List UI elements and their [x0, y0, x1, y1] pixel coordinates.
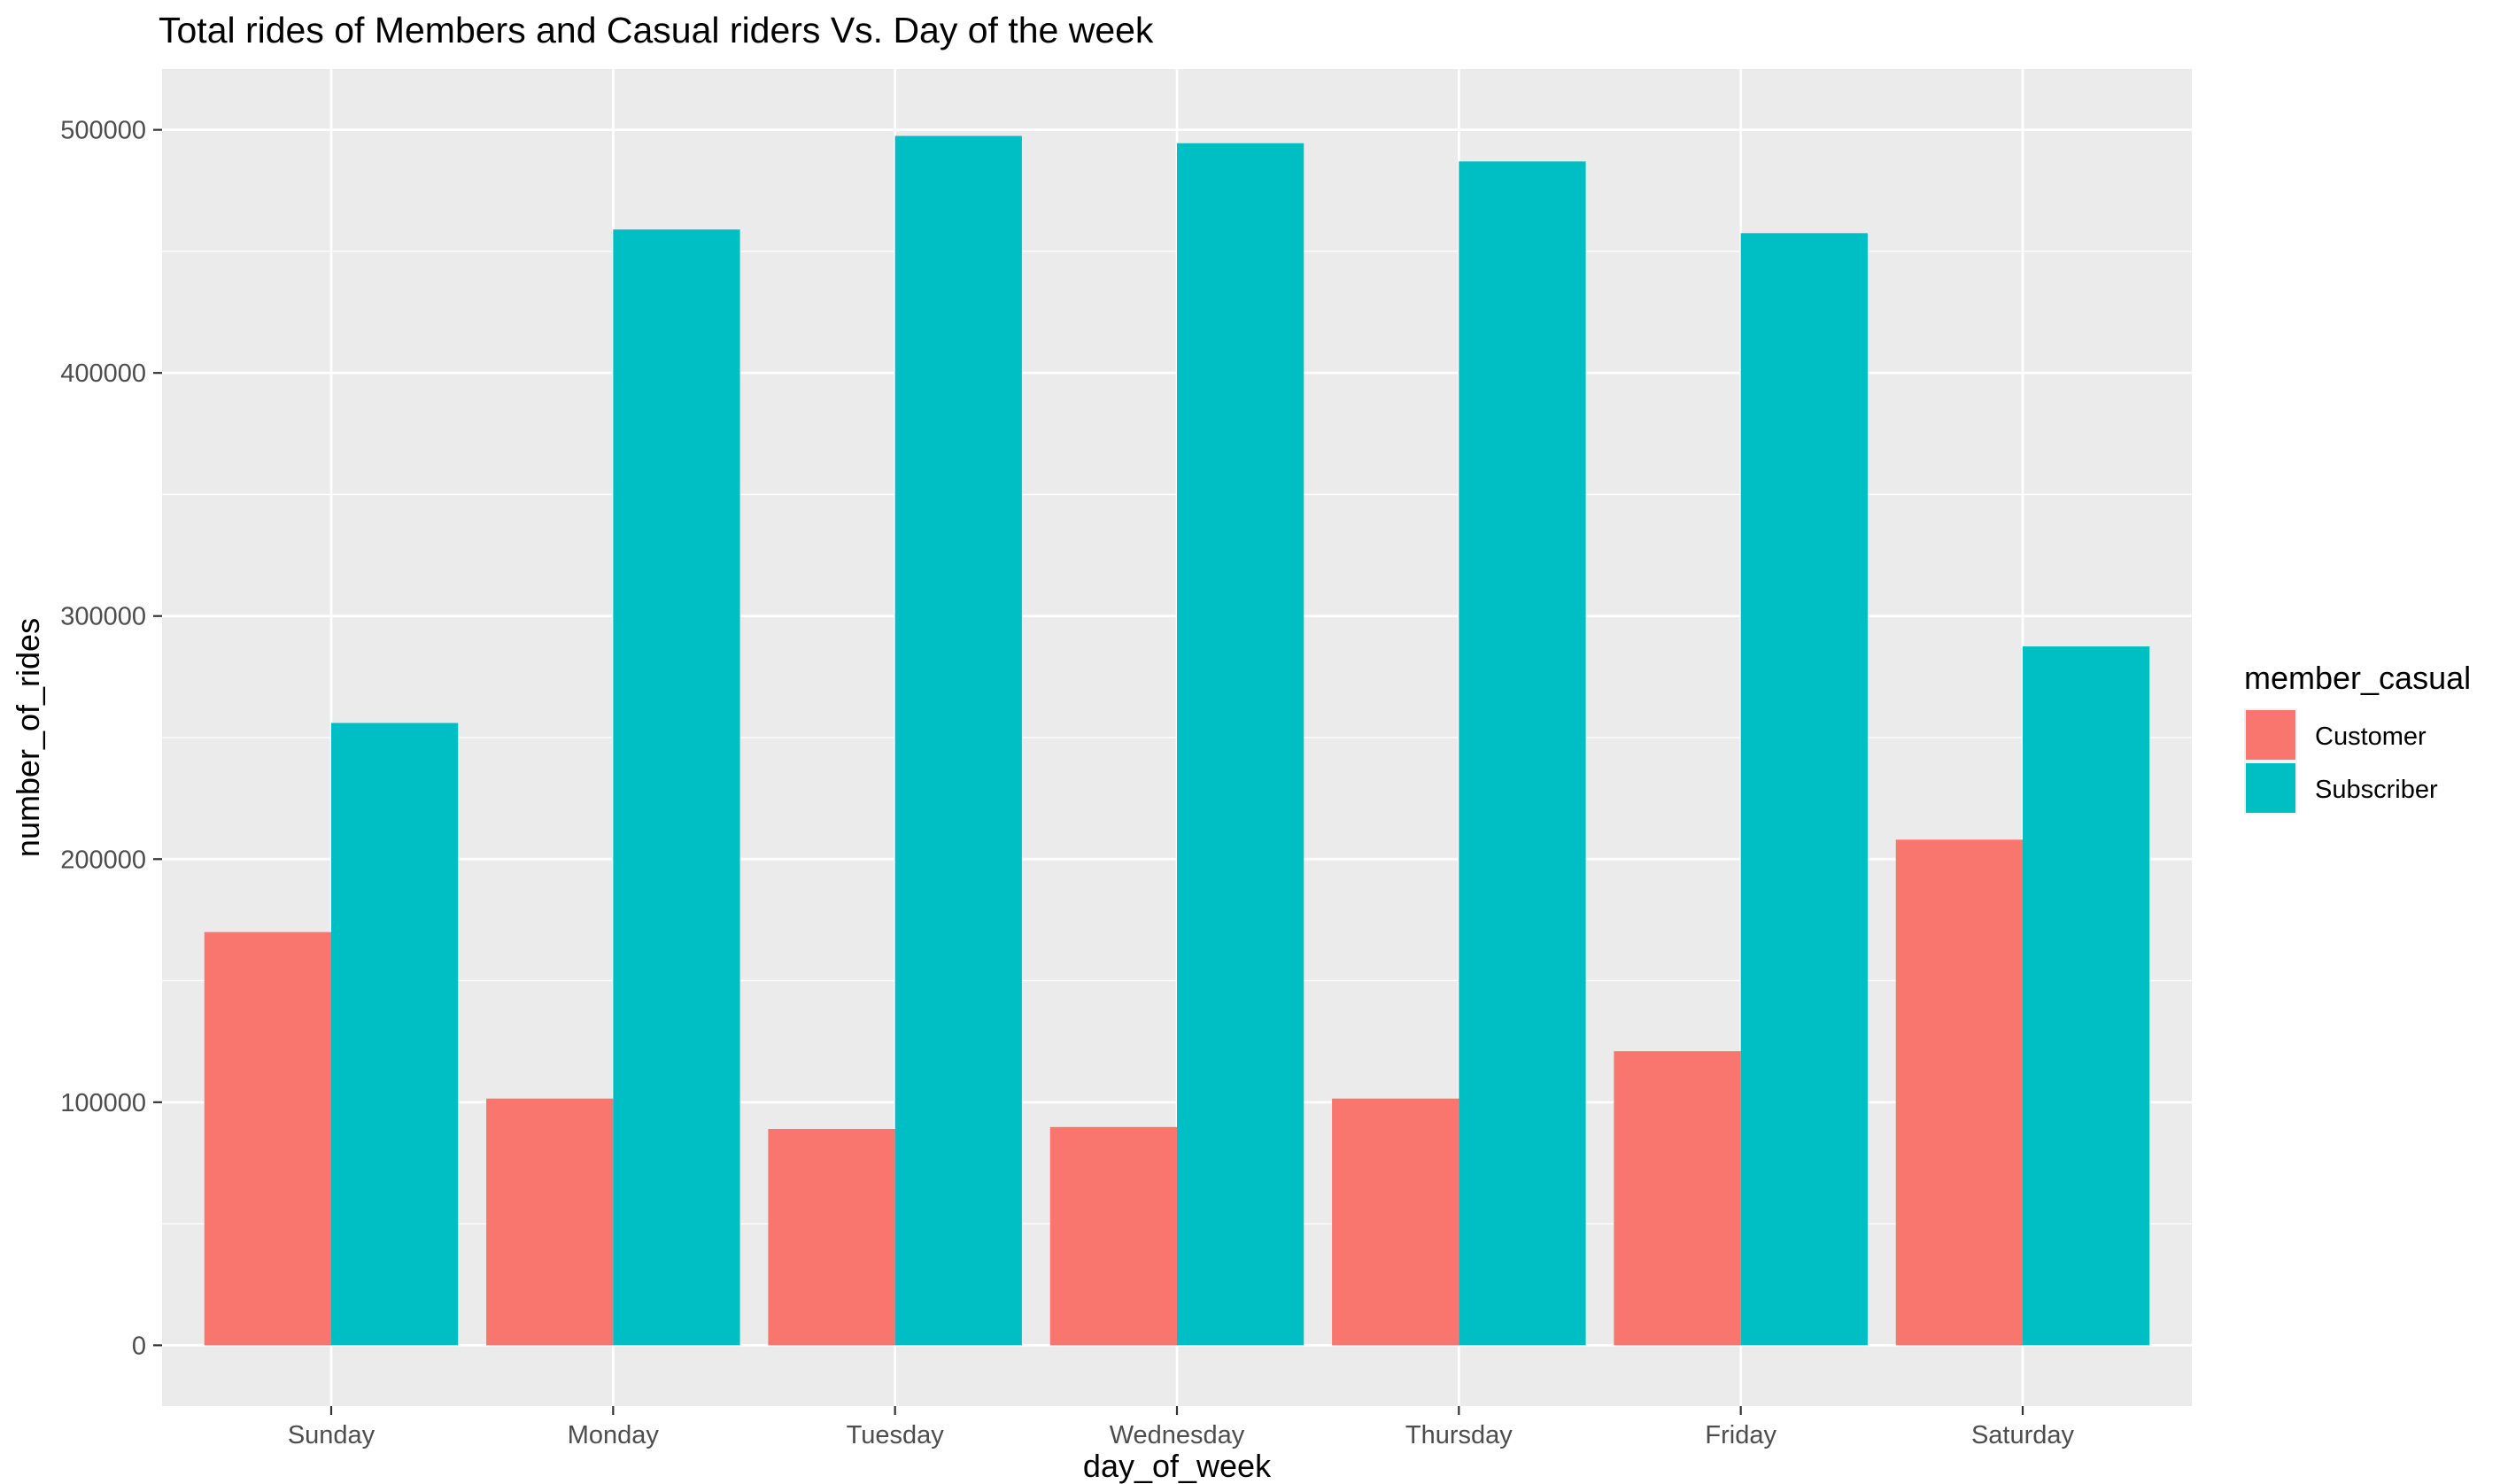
legend-key-customer: [2246, 710, 2295, 760]
y-tick-label: 300000: [60, 603, 146, 631]
y-tick-label: 100000: [60, 1089, 146, 1117]
legend-title: member_casual: [2244, 660, 2471, 696]
bar-customer-monday: [486, 1098, 614, 1346]
y-tick-label: 200000: [60, 846, 146, 874]
x-tick-label-monday: Monday: [568, 1421, 660, 1449]
legend-key-subscriber: [2246, 763, 2295, 813]
x-tick-label-saturday: Saturday: [1971, 1421, 2075, 1449]
bar-customer-friday: [1614, 1051, 1741, 1346]
bar-customer-thursday: [1332, 1098, 1459, 1346]
x-tick-label-thursday: Thursday: [1405, 1421, 1513, 1449]
chart-title: Total rides of Members and Casual riders…: [159, 10, 1154, 50]
x-axis-title: day_of_week: [1083, 1448, 1272, 1484]
bar-subscriber-sunday: [331, 723, 459, 1346]
y-axis-ticks: 0 100000 200000 300000 400000 500000: [60, 117, 162, 1360]
bar-subscriber-saturday: [2023, 646, 2150, 1346]
bar-subscriber-tuesday: [894, 135, 1022, 1346]
legend-label-customer: Customer: [2315, 723, 2427, 751]
x-tick-label-sunday: Sunday: [288, 1421, 375, 1449]
bar-subscriber-friday: [1740, 233, 1868, 1346]
y-tick-label: 500000: [60, 117, 146, 145]
bar-subscriber-thursday: [1459, 161, 1586, 1346]
bar-subscriber-wednesday: [1177, 143, 1304, 1346]
x-axis-ticks: Sunday Monday Tuesday Wednesday Thursday Frid…: [288, 1406, 2075, 1449]
bar-customer-wednesday: [1049, 1126, 1177, 1346]
x-tick-label-tuesday: Tuesday: [847, 1421, 945, 1449]
bars: [204, 135, 2150, 1346]
y-tick-label: 0: [132, 1332, 146, 1360]
y-axis-title: number_of_rides: [10, 618, 46, 857]
legend: member_casual Customer Subscriber: [2244, 660, 2471, 815]
bar-subscriber-monday: [613, 229, 740, 1346]
bar-customer-sunday: [204, 931, 331, 1346]
bar-customer-saturday: [1895, 839, 2023, 1346]
x-tick-label-wednesday: Wednesday: [1110, 1421, 1245, 1449]
x-tick-label-friday: Friday: [1705, 1421, 1776, 1449]
legend-label-subscriber: Subscriber: [2315, 776, 2438, 804]
bar-customer-tuesday: [768, 1129, 895, 1346]
y-tick-label: 400000: [60, 359, 146, 388]
